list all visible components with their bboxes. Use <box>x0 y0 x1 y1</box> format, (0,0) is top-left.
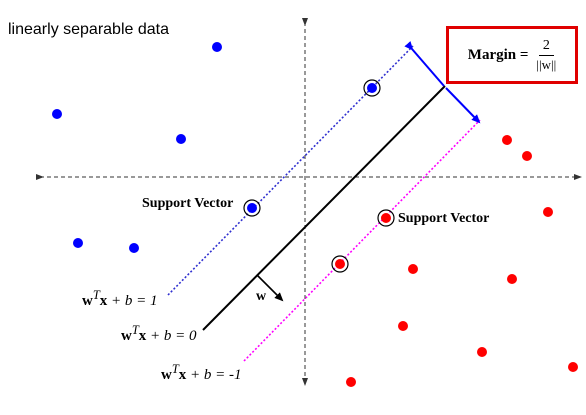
blue-point <box>129 243 139 253</box>
upper-margin-line <box>167 45 414 296</box>
blue-support-vector-ring <box>363 79 381 97</box>
red-point <box>502 135 512 145</box>
eq-lower-w: w <box>161 367 172 383</box>
eq-lower-sup: T <box>171 362 179 376</box>
blue-point <box>52 109 62 119</box>
equation-lower: wTx + b = -1 <box>161 362 242 384</box>
blue-point <box>73 238 83 248</box>
red-support-vector <box>381 213 391 223</box>
blue-point <box>212 42 222 52</box>
red-point <box>346 377 356 387</box>
eq-upper-sup: T <box>92 288 100 302</box>
margin-formula-box: Margin = 2 ||w|| <box>446 26 578 84</box>
normal-vector-arrow <box>256 274 284 302</box>
blue-support-vector <box>367 83 377 93</box>
margin-fraction: 2 ||w|| <box>536 38 556 73</box>
red-point <box>543 207 553 217</box>
margin-arrow <box>404 41 445 87</box>
decision-boundary <box>202 85 446 331</box>
blue-support-vector-ring <box>243 199 261 217</box>
red-support-vector-ring <box>331 255 349 273</box>
eq-upper-w: w <box>82 293 93 309</box>
lower-margin-line <box>243 119 481 362</box>
red-point <box>408 264 418 274</box>
margin-denominator: ||w|| <box>536 56 557 72</box>
blue-support-vector <box>247 203 257 213</box>
eq-middle-w: w <box>121 328 132 344</box>
equation-middle: wTx + b = 0 <box>121 323 197 345</box>
eq-middle-rest: + b = 0 <box>146 328 197 344</box>
red-point <box>507 274 517 284</box>
eq-upper-x: x <box>99 293 108 309</box>
blue-point <box>176 134 186 144</box>
eq-upper-rest: + b = 1 <box>107 293 158 309</box>
equation-upper: wTx + b = 1 <box>82 288 158 310</box>
red-point <box>477 347 487 357</box>
red-support-vector <box>335 259 345 269</box>
red-support-vector-ring <box>377 209 395 227</box>
margin-label: Margin = <box>467 46 529 63</box>
margin-arrow-lower <box>445 87 481 124</box>
eq-middle-sup: T <box>131 323 139 337</box>
margin-numerator: 2 <box>538 38 554 56</box>
red-point <box>522 151 532 161</box>
red-point <box>568 362 578 372</box>
eq-lower-x: x <box>178 367 187 383</box>
red-point <box>398 321 408 331</box>
eq-middle-x: x <box>138 328 147 344</box>
normal-vector-label: w <box>256 289 267 304</box>
support-vector-label-red: Support Vector <box>398 211 490 226</box>
diagram-title: linearly separable data <box>8 21 169 38</box>
eq-lower-rest: + b = -1 <box>186 367 242 383</box>
support-vector-label-blue: Support Vector <box>142 196 234 211</box>
